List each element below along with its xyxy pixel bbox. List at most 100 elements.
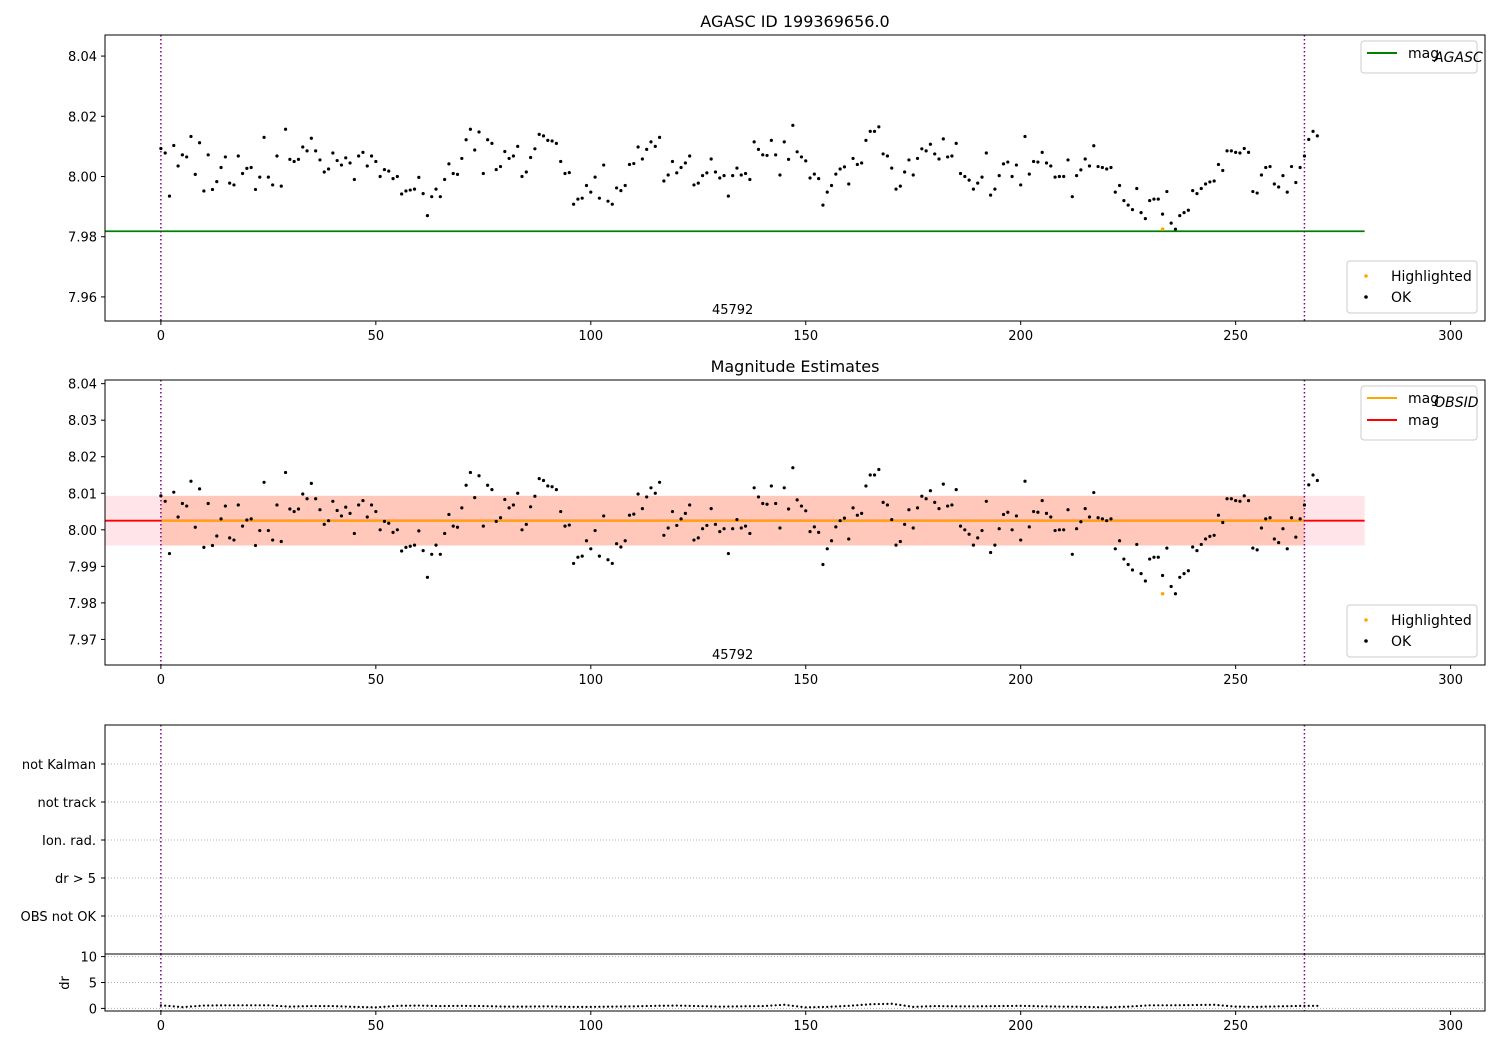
ok-point — [683, 161, 687, 165]
ok-point — [387, 521, 391, 525]
ok-point — [838, 167, 842, 171]
ok-point — [610, 202, 614, 206]
ok-point — [963, 528, 967, 532]
ok-point — [477, 474, 481, 478]
dr-point — [697, 1004, 700, 1008]
dr-point — [813, 1006, 816, 1009]
ok-point — [1234, 498, 1238, 503]
dr-point — [331, 1004, 334, 1008]
ok-point — [713, 522, 718, 526]
ok-point — [997, 527, 1001, 531]
legend-subscript: AGASC — [1433, 50, 1483, 66]
dr-point — [1096, 1006, 1100, 1009]
ok-point — [645, 495, 649, 499]
ok-point — [748, 177, 752, 182]
ok-point — [240, 171, 245, 176]
legend-label: Highlighted — [1391, 613, 1472, 629]
dr-point — [955, 1005, 958, 1008]
ok-point — [1049, 164, 1053, 168]
dr-point — [318, 1004, 322, 1008]
ok-point — [829, 539, 834, 543]
ok-point — [920, 494, 924, 498]
y-tick-label: 7.99 — [68, 560, 97, 575]
dr-point — [628, 1005, 631, 1008]
ok-point — [636, 492, 640, 496]
dr-point — [477, 1004, 481, 1008]
ok-point — [666, 526, 670, 530]
ok-point — [305, 497, 309, 501]
ok-point — [761, 153, 765, 157]
ok-point — [412, 543, 417, 547]
ok-point — [653, 491, 657, 495]
ok-point — [778, 526, 782, 530]
ok-point — [1285, 190, 1289, 194]
ok-point — [507, 156, 511, 161]
x-tick-label: 0 — [157, 1019, 165, 1034]
ok-point — [636, 145, 640, 149]
axes-frame — [104, 34, 1486, 322]
ok-point — [941, 137, 945, 141]
ok-point — [731, 527, 735, 531]
ok-point — [799, 504, 804, 508]
ok-point — [1221, 520, 1225, 525]
dr-point — [1066, 1005, 1070, 1008]
dr-point — [551, 1005, 554, 1008]
dr-point — [280, 1004, 283, 1008]
ok-point — [1027, 525, 1031, 529]
ok-point — [1199, 186, 1203, 191]
ok-point — [1143, 217, 1147, 221]
dr-point — [662, 1004, 665, 1007]
ok-point — [1100, 517, 1104, 521]
ok-point — [322, 522, 326, 526]
dr-point — [998, 1004, 1001, 1008]
ok-point — [210, 187, 215, 192]
ok-point — [808, 176, 812, 180]
dr-point — [262, 1004, 266, 1007]
dr-point — [508, 1005, 511, 1008]
ok-point — [468, 127, 473, 131]
dr-point — [1187, 1003, 1190, 1007]
ok-point — [937, 507, 941, 511]
ok-point — [950, 154, 954, 158]
flag-label: Ion. rad. — [42, 834, 96, 849]
dr-point — [1294, 1004, 1297, 1008]
plot-area — [105, 954, 1485, 1011]
ok-point — [920, 147, 924, 151]
ok-point — [657, 135, 662, 139]
ok-point — [868, 473, 872, 477]
dr-point — [765, 1004, 769, 1007]
dr-point — [176, 1005, 180, 1008]
ok-point — [1277, 540, 1281, 545]
dr-point — [1114, 1005, 1117, 1009]
ok-point — [344, 156, 348, 160]
legend-box — [1346, 604, 1478, 658]
dr-point — [903, 1004, 906, 1007]
ok-point — [369, 503, 374, 507]
ok-point — [236, 503, 240, 507]
ok-point — [197, 487, 202, 491]
ok-point — [266, 528, 270, 533]
dr-point — [370, 1006, 373, 1009]
ok-point — [288, 507, 292, 511]
ok-point — [1152, 555, 1156, 559]
ok-point — [1216, 162, 1221, 167]
ok-point — [258, 175, 262, 179]
ok-point — [481, 524, 485, 528]
ok-point — [541, 134, 546, 138]
ok-point — [752, 486, 756, 490]
ok-point — [976, 181, 980, 185]
ok-point — [559, 509, 563, 514]
ok-point — [1234, 150, 1238, 155]
ok-point — [477, 130, 481, 134]
y-tick-label: 7.97 — [68, 633, 97, 648]
ok-point — [215, 534, 219, 538]
ok-point — [881, 152, 885, 156]
ok-point — [700, 527, 705, 531]
ok-point — [743, 524, 748, 528]
dr-point — [237, 1004, 240, 1007]
dr-point — [1286, 1005, 1289, 1008]
ok-point — [430, 552, 434, 556]
dr-point — [753, 1005, 756, 1008]
ok-point — [163, 499, 167, 503]
dr-point — [778, 1003, 782, 1007]
